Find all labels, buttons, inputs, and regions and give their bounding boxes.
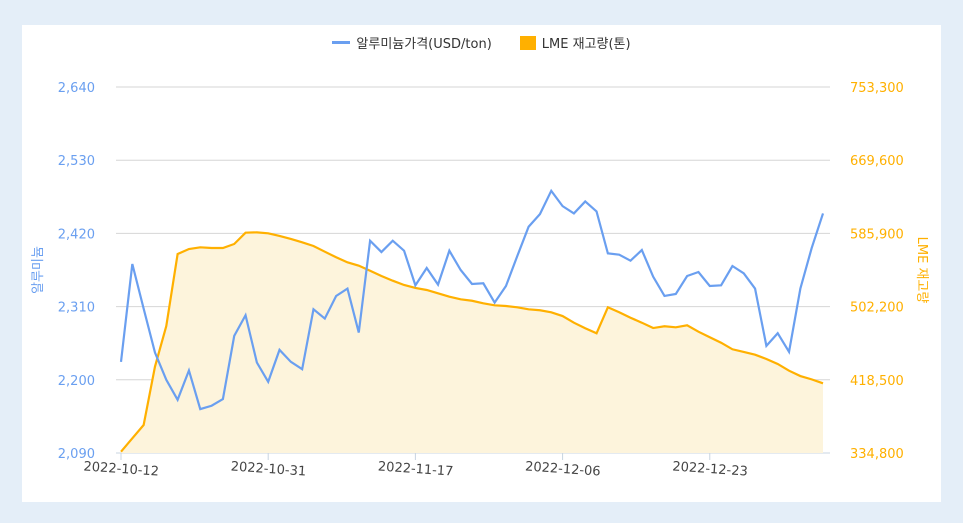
right-tick-label: 334,800 [850, 447, 904, 462]
legend-item-price[interactable]: 알루미늄가격(USD/ton) [332, 33, 492, 52]
right-tick-label: 585,900 [850, 227, 904, 242]
right-tick-label: 502,200 [850, 301, 904, 316]
left-axis-label: 알루미늄 [31, 246, 46, 294]
stock-area-fill [121, 232, 823, 453]
left-tick-label: 2,640 [58, 81, 95, 96]
legend-label-stock: LME 재고량(톤) [541, 37, 631, 52]
x-tick-label: 2022-10-31 [230, 459, 306, 479]
x-tick-label: 2022-12-23 [672, 459, 748, 479]
right-tick-label: 669,600 [850, 154, 904, 169]
right-tick-label: 753,300 [850, 81, 904, 96]
x-tick-label: 2022-12-06 [525, 459, 601, 479]
legend-box-swatch [519, 35, 536, 50]
right-axis-label: LME 재고량 [914, 237, 929, 304]
right-tick-label: 418,500 [850, 374, 904, 389]
x-tick-label: 2022-11-17 [377, 459, 453, 479]
legend-item-stock[interactable]: LME 재고량(톤) [519, 33, 631, 52]
legend-label-price: 알루미늄가격(USD/ton) [356, 37, 492, 52]
left-tick-label: 2,420 [58, 227, 95, 242]
left-tick-label: 2,200 [58, 374, 95, 389]
legend: 알루미늄가격(USD/ton) LME 재고량(톤) [0, 33, 963, 52]
left-tick-label: 2,310 [58, 301, 95, 316]
legend-line-swatch [332, 41, 351, 44]
x-tick-label: 2022-10-12 [83, 459, 159, 479]
left-tick-label: 2,530 [58, 154, 95, 169]
left-tick-label: 2,090 [58, 447, 95, 462]
